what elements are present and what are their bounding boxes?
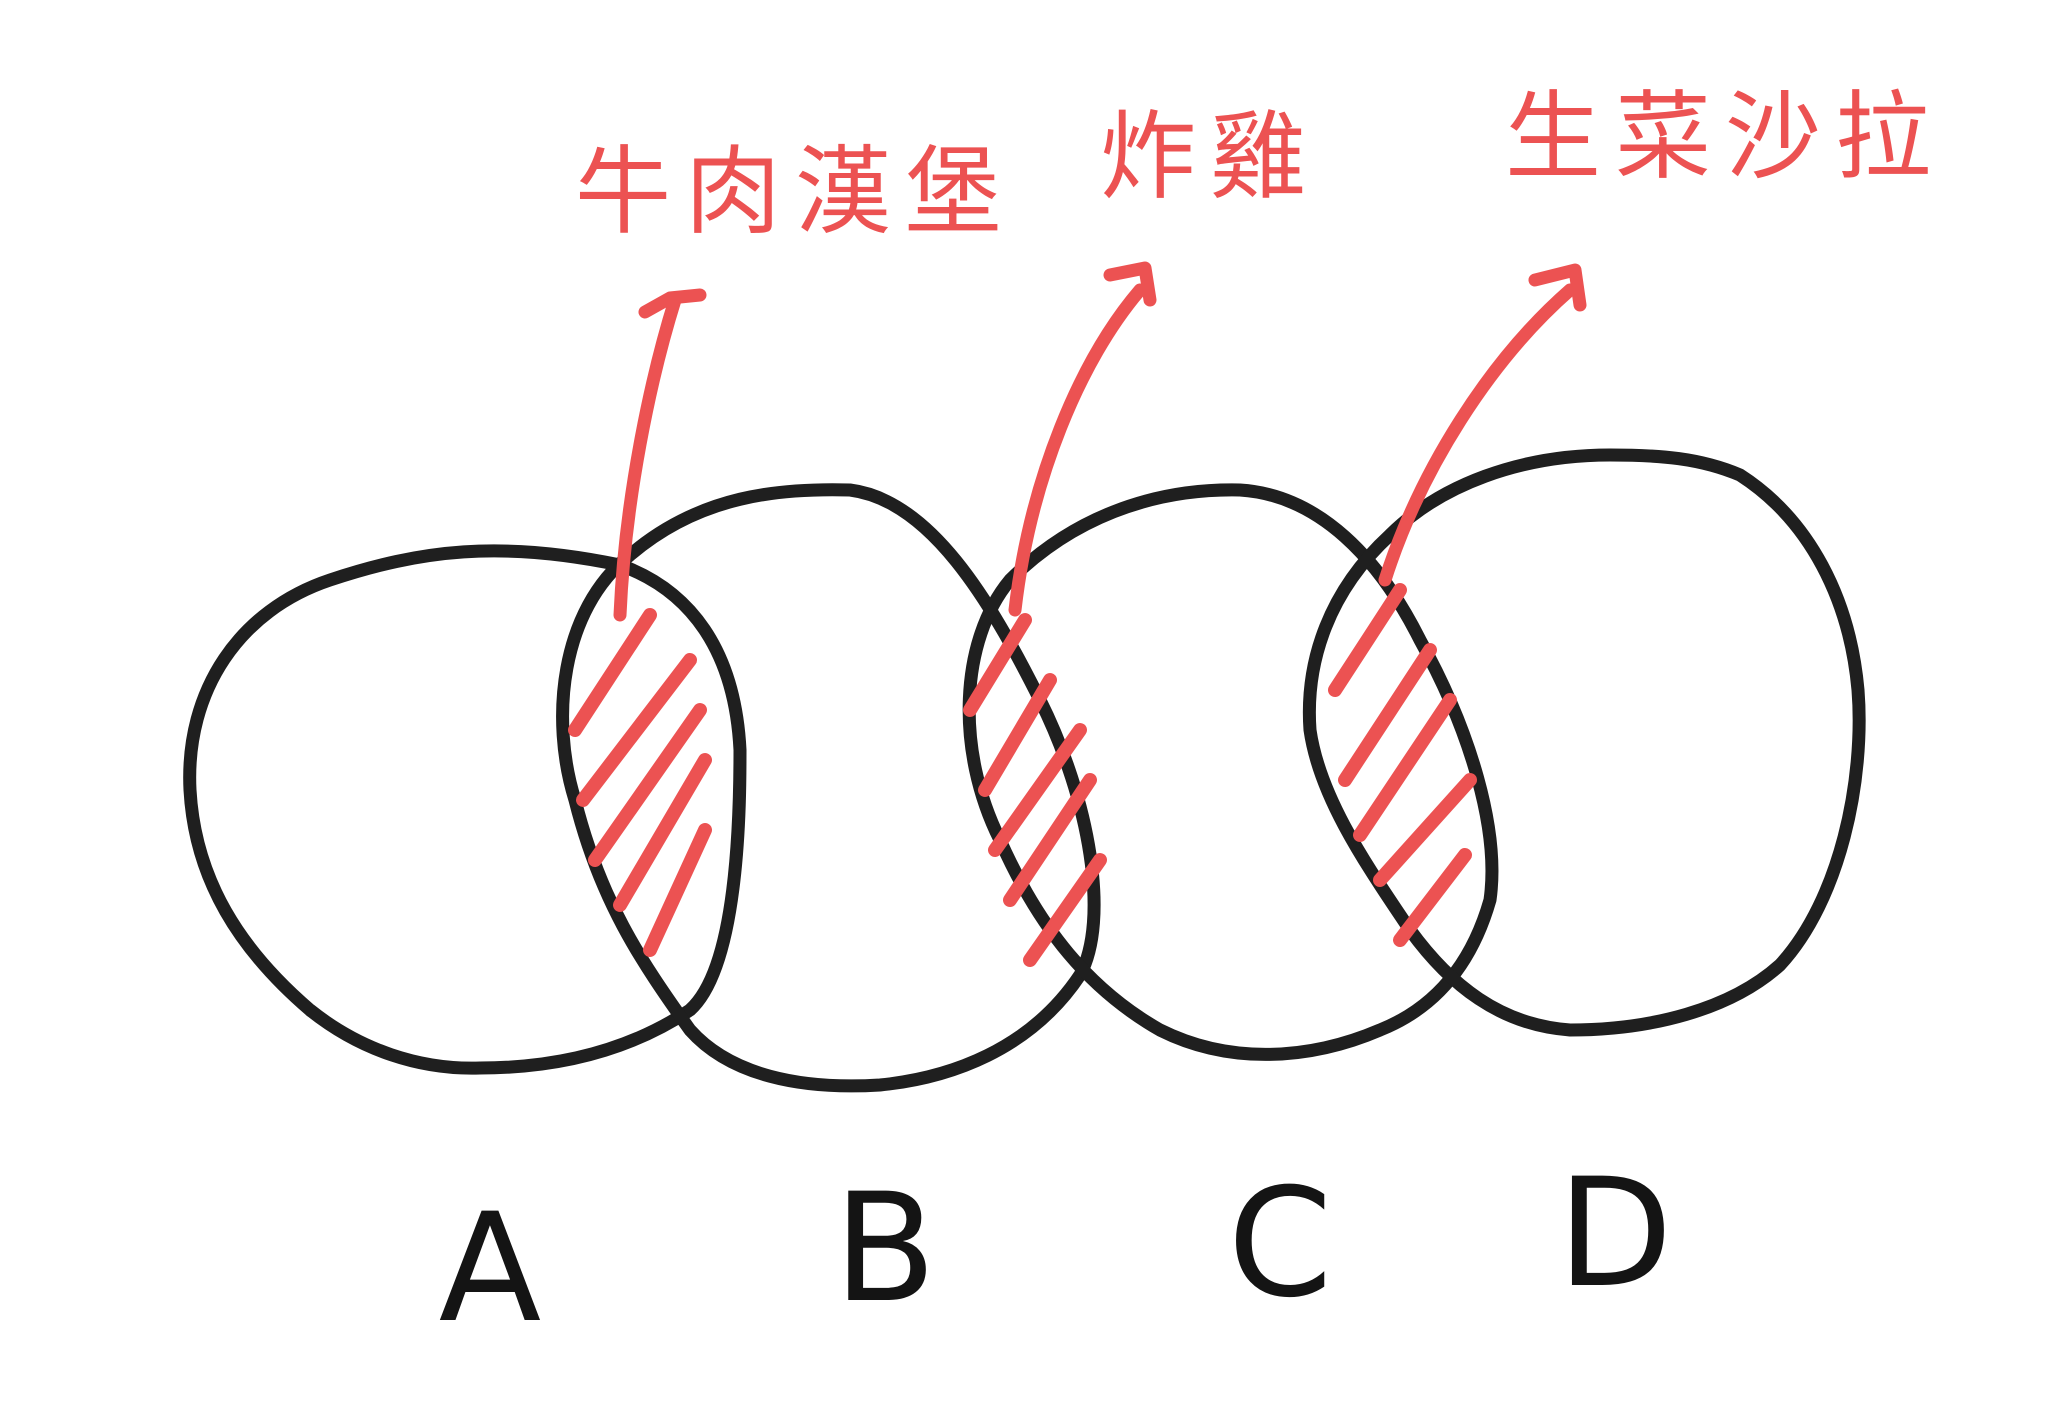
label-salad: 生菜沙拉 [1505, 81, 1945, 193]
label-set-d: D [1557, 1147, 1673, 1321]
arrow-bc [1008, 261, 1157, 617]
hatch-ab [568, 608, 712, 957]
label-fried-chicken: 炸雞 [1100, 101, 1320, 213]
hatch-cd [1328, 583, 1477, 947]
circle-b [556, 483, 1101, 1093]
arrow-cd [1378, 263, 1587, 587]
arrow-ab [613, 288, 707, 622]
circle-d [1302, 448, 1866, 1037]
hatch-bc [963, 613, 1107, 967]
label-set-a: A [439, 1182, 542, 1356]
label-set-b: B [834, 1162, 937, 1336]
label-set-c: C [1228, 1157, 1333, 1331]
circle-a [183, 544, 747, 1075]
circle-c [962, 483, 1499, 1061]
label-beef-burger: 牛肉漢堡 [575, 136, 1015, 248]
